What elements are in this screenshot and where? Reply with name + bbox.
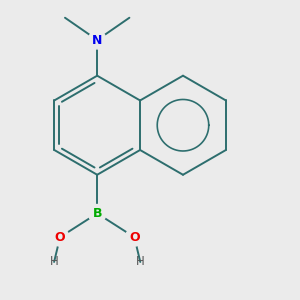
Text: O: O [55, 231, 65, 244]
Circle shape [88, 31, 106, 49]
Circle shape [88, 205, 106, 222]
Text: B: B [92, 207, 102, 220]
Circle shape [51, 228, 69, 246]
Text: H: H [50, 256, 58, 268]
Text: H: H [136, 256, 145, 268]
Text: O: O [129, 231, 140, 244]
Circle shape [125, 228, 143, 246]
Text: N: N [92, 34, 102, 46]
